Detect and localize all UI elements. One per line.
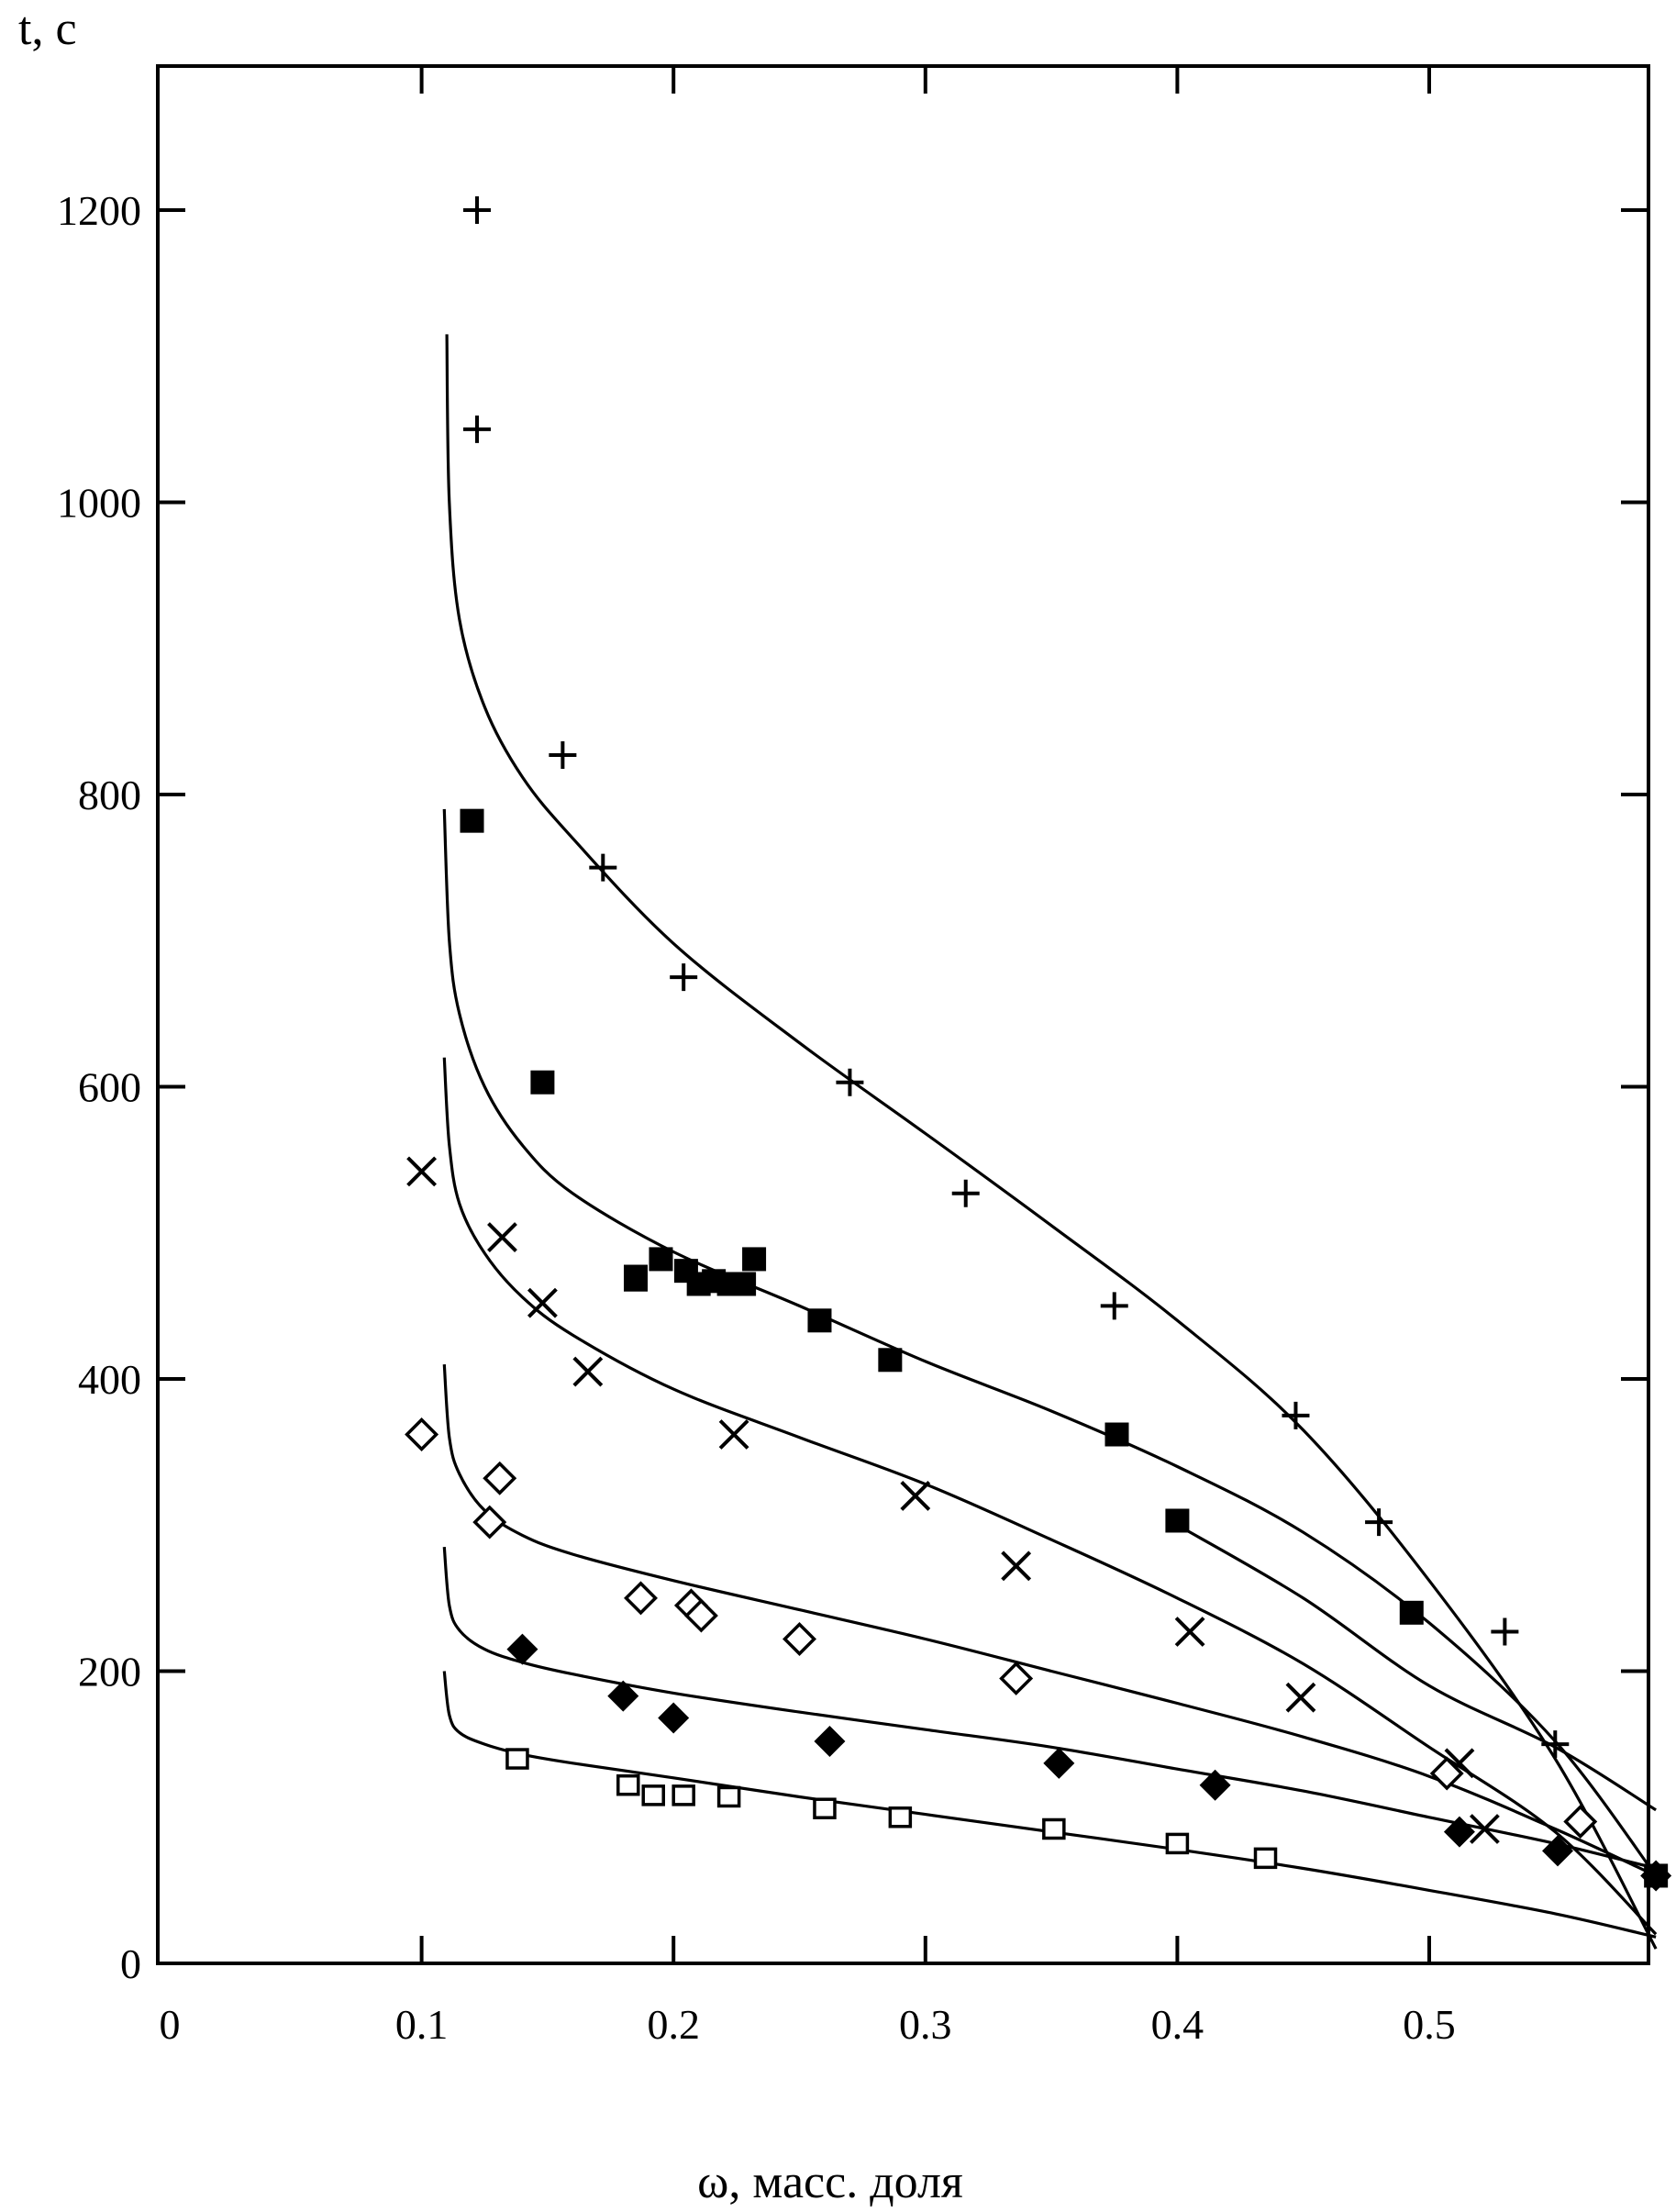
- data-point-plus: [1101, 1292, 1128, 1319]
- fit-curve: [444, 809, 1656, 1876]
- data-point-open-diamond: [475, 1507, 505, 1537]
- y-tick-label: 1000: [57, 480, 141, 527]
- data-point-cross: [1471, 1815, 1498, 1842]
- data-point-open-diamond: [627, 1584, 656, 1613]
- x-tick-label: 0.2: [647, 2001, 700, 2048]
- data-point-open-square: [643, 1786, 663, 1805]
- data-point-open-diamond: [1566, 1807, 1595, 1837]
- data-point-filled-diamond: [658, 1702, 689, 1733]
- data-point-plus: [463, 416, 491, 443]
- y-tick-label: 400: [78, 1356, 141, 1403]
- plot-frame: [158, 66, 1648, 1963]
- data-point-cross: [1176, 1618, 1204, 1646]
- y-tick-label: 800: [78, 772, 141, 818]
- data-point-plus: [463, 196, 491, 224]
- data-point-open-square: [815, 1799, 835, 1817]
- y-tick-label: 600: [78, 1064, 141, 1111]
- data-point-open-square: [507, 1750, 527, 1768]
- fit-curve: [1177, 1525, 1656, 1810]
- fit-curve: [447, 334, 1656, 1949]
- data-point-plus: [549, 741, 576, 769]
- data-point-open-square: [719, 1787, 739, 1806]
- fit-curve: [444, 1058, 1656, 1935]
- data-point-open-square: [618, 1776, 638, 1795]
- x-axis-title: ω, масс. доля: [697, 2156, 963, 2208]
- x-tick-label: 0.3: [899, 2001, 952, 2048]
- data-point-cross: [528, 1289, 556, 1317]
- data-point-open-diamond: [785, 1624, 815, 1653]
- data-point-cross: [902, 1482, 929, 1509]
- data-point-open-square: [1044, 1819, 1064, 1838]
- data-point-open-square: [673, 1786, 694, 1805]
- data-point-filled-square: [461, 809, 484, 833]
- data-point-cross: [408, 1158, 436, 1185]
- data-point-filled-square: [530, 1071, 554, 1095]
- data-points: [407, 196, 1672, 1891]
- data-point-filled-square: [732, 1272, 756, 1295]
- y-axis-title: t, с: [18, 3, 77, 55]
- data-point-filled-square: [649, 1247, 672, 1271]
- data-point-filled-square: [807, 1308, 831, 1332]
- data-point-plus: [1282, 1402, 1309, 1429]
- x-tick-label: 0.1: [395, 2001, 449, 2048]
- data-point-filled-square: [1104, 1423, 1128, 1447]
- data-point-filled-square: [1400, 1601, 1424, 1625]
- tick-labels: 0 200 400 600 800 1000 1200 0 0.1 0.2 0.3 0.4 0.5: [57, 187, 1456, 2048]
- data-point-plus: [670, 963, 697, 991]
- data-point-open-square: [890, 1808, 910, 1827]
- x-tick-label: 0.5: [1403, 2001, 1456, 2048]
- data-point-filled-square: [878, 1348, 902, 1372]
- y-tick-label: 1200: [57, 187, 141, 234]
- data-point-open-square: [1256, 1849, 1276, 1867]
- data-point-plus: [1365, 1508, 1393, 1536]
- data-point-cross: [1287, 1684, 1315, 1711]
- fit-curve: [444, 1672, 1656, 1938]
- data-point-plus: [589, 854, 616, 882]
- data-point-filled-diamond: [1542, 1835, 1573, 1866]
- data-point-open-square: [1167, 1834, 1187, 1852]
- y-tick-label: 200: [78, 1649, 141, 1695]
- data-point-open-diamond: [1002, 1663, 1031, 1693]
- ticks-layer: [158, 66, 1648, 1963]
- data-point-filled-square: [624, 1265, 648, 1289]
- data-point-cross: [720, 1421, 748, 1449]
- data-point-open-diamond: [407, 1420, 437, 1450]
- data-point-cross: [1003, 1552, 1030, 1580]
- data-point-open-diamond: [485, 1463, 515, 1493]
- fit-curve: [444, 1364, 1656, 1875]
- x-tick-label: 0.4: [1151, 2001, 1204, 2048]
- data-point-cross: [574, 1358, 602, 1385]
- y-tick-label: 0: [120, 1940, 141, 1987]
- data-point-cross: [488, 1224, 516, 1251]
- data-point-plus: [952, 1180, 980, 1207]
- data-point-filled-diamond: [1043, 1748, 1074, 1779]
- data-point-filled-diamond: [814, 1726, 845, 1757]
- data-point-filled-square: [1165, 1508, 1189, 1532]
- x-tick-label: 0: [160, 2001, 181, 2048]
- data-point-plus: [1491, 1618, 1518, 1646]
- data-point-filled-square: [742, 1247, 766, 1271]
